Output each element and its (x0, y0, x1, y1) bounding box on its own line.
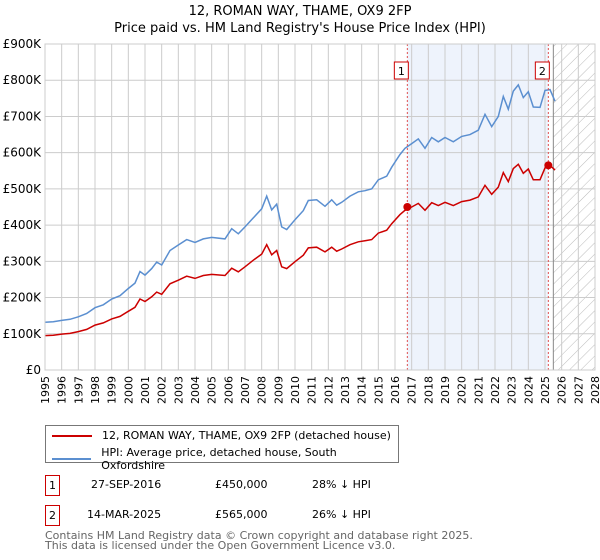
chart-subtitle: Price paid vs. HM Land Registry's House … (114, 21, 486, 36)
footer-line-2: This data is licensed under the Open Gov… (45, 539, 396, 552)
x-tick-label: 2011 (306, 376, 319, 404)
x-tick-label: 2016 (389, 376, 402, 404)
x-tick-label: 1996 (56, 376, 69, 404)
x-tick-label: 2024 (522, 376, 535, 404)
legend-item-property: 12, ROMAN WAY, THAME, OX9 2FP (detached … (52, 429, 391, 442)
x-tick-label: 2014 (356, 376, 369, 404)
x-tick-label: 2003 (172, 376, 185, 404)
sale-label: 2 (539, 65, 546, 78)
x-tick-label: 2028 (589, 376, 600, 404)
x-tick-label: 2020 (456, 376, 469, 404)
transaction-row: 1 27-SEP-2016 £450,000 28% ↓ HPI (45, 475, 445, 496)
x-tick-label: 2001 (139, 376, 152, 404)
legend-swatch-blue (52, 458, 92, 460)
transaction-date: 14-MAR-2025 (87, 508, 162, 521)
x-tick-label: 2027 (572, 376, 585, 404)
footer: Contains HM Land Registry data © Crown c… (45, 529, 473, 552)
transaction-price: £565,000 (215, 508, 268, 521)
price-chart: 1995 1996 1997 1998 1999 2000 2001 2002 2003 2004… (3, 37, 600, 404)
y-tick-label: £400K (3, 218, 43, 232)
transaction-price: £450,000 (215, 478, 268, 491)
y-tick-label: £700K (3, 109, 43, 123)
forecast-hatch (553, 44, 595, 370)
legend: 12, ROMAN WAY, THAME, OX9 2FP (detached … (45, 425, 399, 472)
x-tick-label: 2006 (222, 376, 235, 404)
transaction-row: 2 14-MAR-2025 £565,000 26% ↓ HPI (45, 505, 445, 526)
hpi-line (44, 83, 556, 323)
transaction-date: 27-SEP-2016 (91, 478, 162, 491)
x-tick-label: 2021 (472, 376, 485, 404)
sale-point (544, 161, 553, 170)
x-tick-label: 2009 (272, 376, 285, 404)
x-tick-label: 2013 (339, 376, 352, 404)
x-tick-label: 1995 (39, 376, 52, 404)
y-tick-label: £900K (3, 37, 43, 51)
y-tick-label: £800K (3, 73, 43, 87)
x-tick-label: 2022 (489, 376, 502, 404)
transaction-hpi-diff: 28% ↓ HPI (312, 478, 371, 491)
x-tick-label: 1997 (72, 376, 85, 404)
x-tick-label: 2018 (422, 376, 435, 404)
property-price-line (44, 163, 556, 337)
sale-label: 1 (398, 65, 405, 78)
transaction-marker: 1 (45, 475, 60, 496)
plot-frame (44, 43, 596, 371)
y-tick-label: £300K (3, 254, 43, 268)
x-tick-label: 2010 (289, 376, 302, 404)
x-tick-label: 1999 (106, 376, 119, 404)
x-tick-label: 2012 (322, 376, 335, 404)
sale-point (403, 203, 412, 211)
transaction-hpi-diff: 26% ↓ HPI (312, 508, 371, 521)
x-tick-label: 1998 (89, 376, 102, 404)
x-tick-label: 2000 (122, 376, 135, 404)
x-tick-label: 2015 (372, 376, 385, 404)
legend-label: 12, ROMAN WAY, THAME, OX9 2FP (detached … (102, 429, 391, 442)
chart-title: 12, ROMAN WAY, THAME, OX9 2FP (188, 4, 412, 19)
x-tick-label: 2002 (156, 376, 169, 404)
x-tick-label: 2004 (189, 376, 202, 404)
y-tick-label: £500K (3, 182, 43, 196)
x-tick-label: 2017 (406, 376, 419, 404)
y-tick-label: £0 (26, 363, 41, 377)
x-tick-label: 2007 (239, 376, 252, 404)
footer-line-1: Contains HM Land Registry data © Crown c… (45, 529, 473, 542)
x-tick-label: 2005 (206, 376, 219, 404)
transaction-marker: 2 (45, 505, 60, 526)
x-tick-label: 2025 (539, 376, 552, 404)
sale-label-box (393, 61, 409, 80)
y-tick-label: £600K (3, 146, 43, 160)
x-tick-label: 2008 (256, 376, 269, 404)
x-tick-label: 2019 (439, 376, 452, 404)
legend-item-hpi: HPI: Average price, detached house, Sout… (52, 446, 398, 472)
y-tick-label: £100K (3, 327, 43, 341)
legend-swatch-red (52, 434, 92, 437)
y-tick-label: £200K (3, 291, 43, 305)
legend-label: HPI: Average price, detached house, Sout… (101, 446, 337, 472)
x-tick-label: 2023 (506, 376, 519, 404)
x-tick-label: 2026 (556, 376, 569, 404)
sale-label-box (534, 61, 550, 80)
